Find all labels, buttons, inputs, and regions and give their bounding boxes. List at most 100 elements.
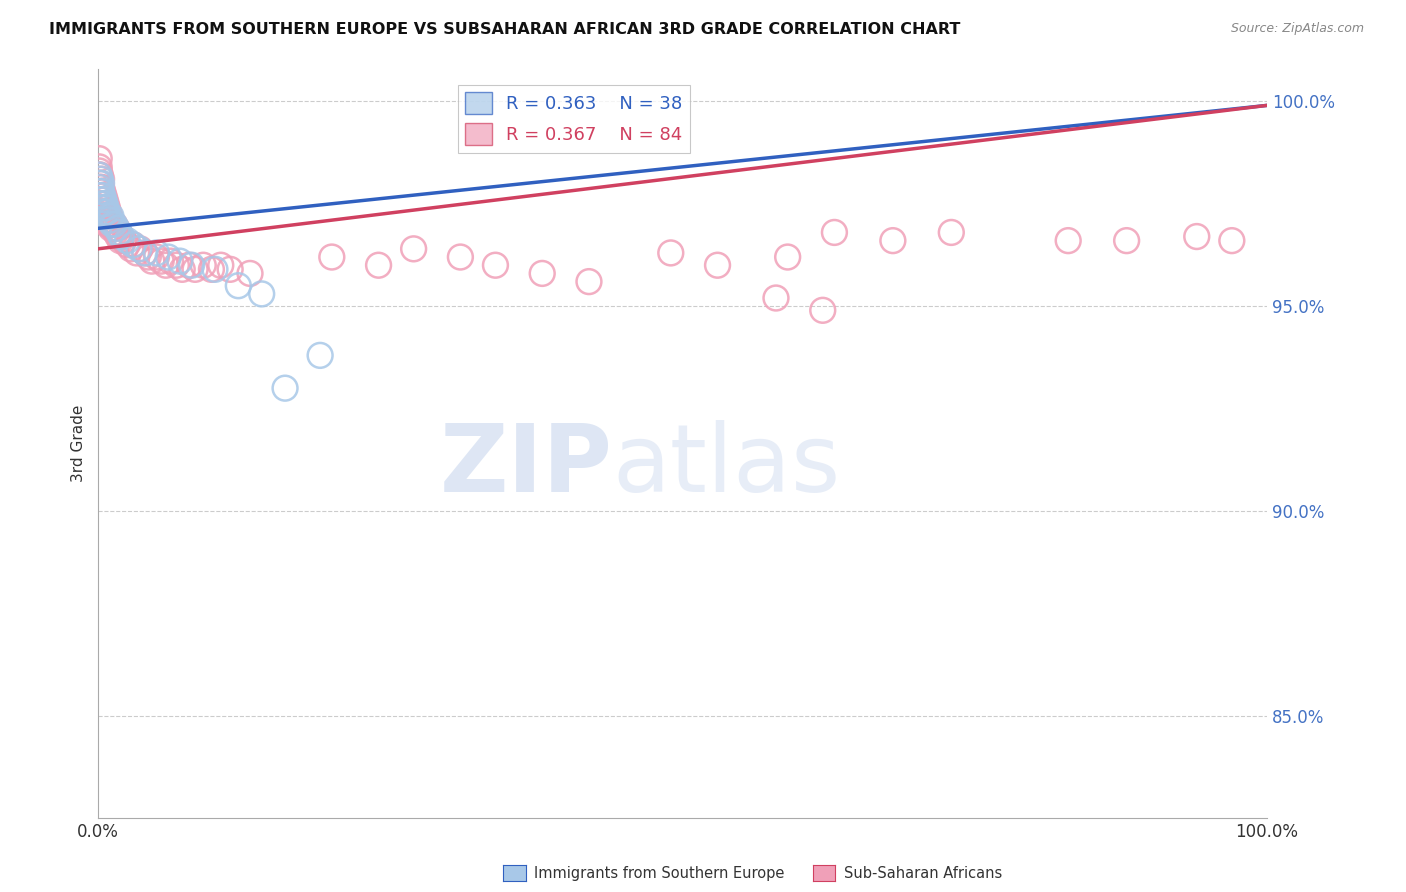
Point xyxy=(97,209,120,223)
Point xyxy=(239,267,262,281)
Point xyxy=(89,160,111,174)
Point xyxy=(110,229,132,244)
Point xyxy=(91,185,114,199)
Point xyxy=(94,196,117,211)
Point xyxy=(91,193,114,207)
Point xyxy=(180,258,202,272)
Point xyxy=(94,209,117,223)
Point xyxy=(108,226,131,240)
Point xyxy=(93,196,115,211)
Point xyxy=(105,221,128,235)
Point xyxy=(112,234,135,248)
Point xyxy=(89,180,111,194)
Point xyxy=(90,180,112,194)
Point xyxy=(100,221,122,235)
Point xyxy=(204,262,226,277)
Point xyxy=(128,242,150,256)
Point xyxy=(98,213,121,227)
Point xyxy=(90,193,112,207)
Point xyxy=(94,201,117,215)
Text: Immigrants from Southern Europe: Immigrants from Southern Europe xyxy=(534,866,785,880)
Legend: R = 0.363    N = 38, R = 0.367    N = 84: R = 0.363 N = 38, R = 0.367 N = 84 xyxy=(458,85,690,153)
Point xyxy=(179,258,201,272)
Point xyxy=(89,168,111,182)
Point xyxy=(117,237,139,252)
Point xyxy=(165,258,187,272)
Point xyxy=(129,242,152,256)
Text: atlas: atlas xyxy=(613,420,841,512)
Point xyxy=(125,246,148,260)
Text: ZIP: ZIP xyxy=(440,420,613,512)
Text: IMMIGRANTS FROM SOUTHERN EUROPE VS SUBSAHARAN AFRICAN 3RD GRADE CORRELATION CHAR: IMMIGRANTS FROM SOUTHERN EUROPE VS SUBSA… xyxy=(49,22,960,37)
Point xyxy=(484,258,506,272)
Point xyxy=(120,242,142,256)
Point xyxy=(93,188,115,202)
Point xyxy=(89,168,111,182)
Point xyxy=(706,258,728,272)
Point xyxy=(100,213,122,227)
Point xyxy=(93,193,115,207)
Point xyxy=(169,254,191,268)
Point xyxy=(91,196,114,211)
Point xyxy=(136,250,159,264)
Point xyxy=(155,258,177,272)
Point xyxy=(93,205,115,219)
Point xyxy=(89,152,111,166)
Point xyxy=(882,234,904,248)
Point xyxy=(91,201,114,215)
Point xyxy=(90,172,112,186)
Point xyxy=(98,209,121,223)
Point xyxy=(89,185,111,199)
Point xyxy=(193,258,215,272)
Point xyxy=(157,250,180,264)
Point xyxy=(89,172,111,186)
Point xyxy=(89,164,111,178)
Point xyxy=(141,254,163,268)
Point xyxy=(1057,234,1080,248)
Point xyxy=(89,188,111,202)
Point xyxy=(100,209,122,223)
Point xyxy=(110,229,132,244)
Point xyxy=(309,348,332,362)
Point xyxy=(90,185,112,199)
Point xyxy=(103,217,125,231)
Point xyxy=(96,196,118,211)
Point xyxy=(145,250,167,264)
Point xyxy=(150,254,173,268)
Point xyxy=(96,205,118,219)
Point xyxy=(90,193,112,207)
Point xyxy=(91,188,114,202)
Point xyxy=(91,196,114,211)
Text: Source: ZipAtlas.com: Source: ZipAtlas.com xyxy=(1230,22,1364,36)
Point xyxy=(97,213,120,227)
Point xyxy=(134,246,156,260)
Point xyxy=(367,258,389,272)
Point xyxy=(90,188,112,202)
Point xyxy=(321,250,343,264)
Point xyxy=(134,246,156,260)
Point xyxy=(89,180,111,194)
Point xyxy=(96,205,118,219)
Point xyxy=(823,226,845,240)
Point xyxy=(105,221,128,235)
Point xyxy=(402,242,425,256)
Point xyxy=(941,226,963,240)
Point xyxy=(89,176,111,190)
Point xyxy=(107,229,129,244)
Point xyxy=(96,217,118,231)
Point xyxy=(110,234,132,248)
Point xyxy=(93,201,115,215)
Point xyxy=(98,217,121,231)
Text: Sub-Saharan Africans: Sub-Saharan Africans xyxy=(844,866,1002,880)
Point xyxy=(184,262,207,277)
Point xyxy=(96,201,118,215)
Point xyxy=(1185,229,1208,244)
Point xyxy=(1115,234,1137,248)
Point xyxy=(776,250,799,264)
Point xyxy=(89,168,111,182)
Point xyxy=(108,226,131,240)
Point xyxy=(101,217,124,231)
Point xyxy=(200,262,222,277)
Point xyxy=(250,286,273,301)
Point xyxy=(209,258,232,272)
